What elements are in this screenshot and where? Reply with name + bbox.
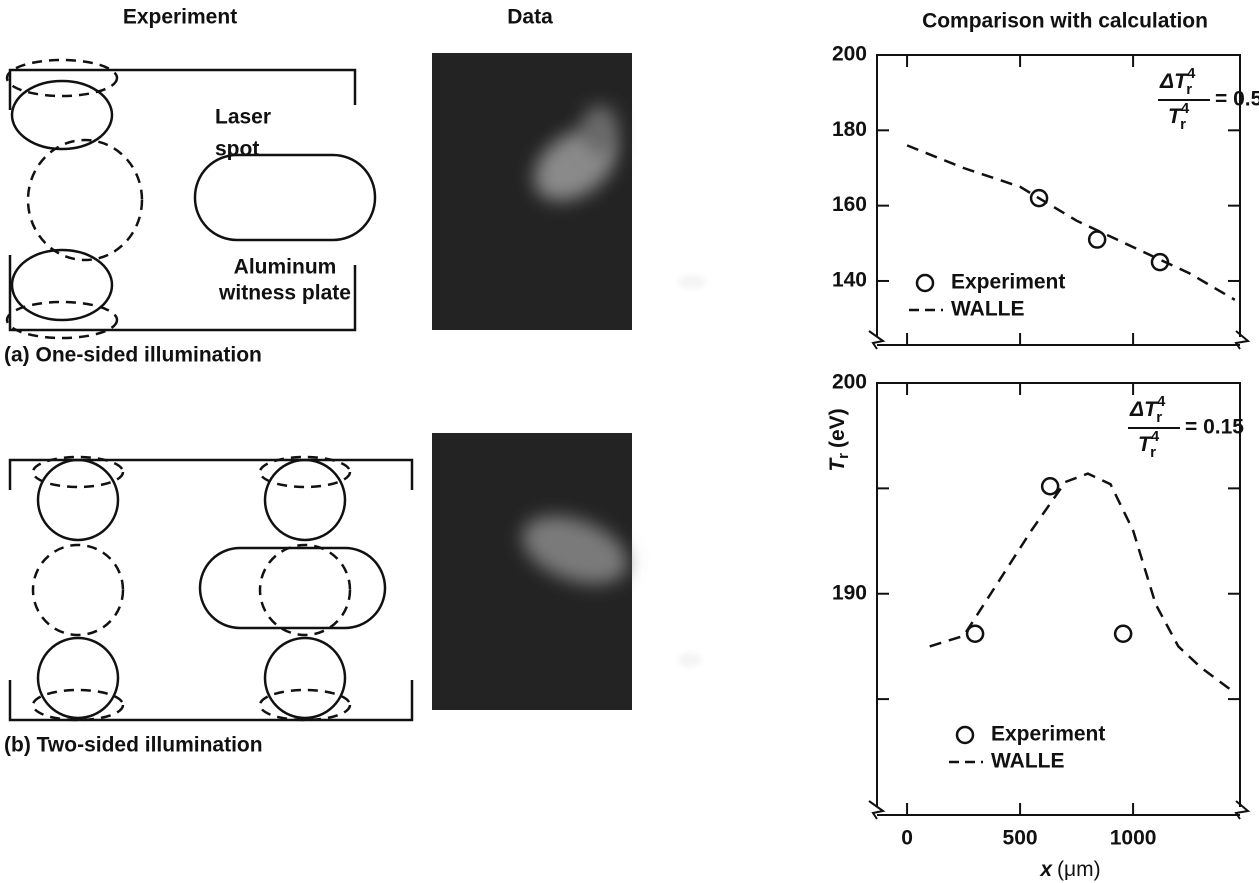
experiment-point [1029, 188, 1049, 208]
annotation-part: r [1180, 116, 1186, 133]
axis-label-part: r [835, 453, 852, 459]
annotation-numerator: ΔT4 r [1129, 393, 1166, 426]
annotation-part: r [1156, 409, 1162, 426]
axis-frame [876, 54, 1241, 337]
axis-break [1234, 330, 1251, 350]
axis-label-part: (μm) [1057, 858, 1101, 881]
axis-break [1234, 800, 1251, 820]
y-tick-label: 140 [832, 269, 867, 292]
walle-curve [906, 144, 1236, 301]
diagram-a [5, 58, 377, 340]
caption: (b) Two-sided illumination [4, 734, 263, 757]
header: Data [507, 6, 553, 29]
axis-label-part: x [1039, 858, 1053, 881]
y-tick-label: 200 [832, 371, 867, 394]
legend-label: Experiment [991, 723, 1105, 746]
annotation-part: ΔT [1159, 70, 1189, 93]
annotation-denominator: T4 r [1138, 428, 1160, 461]
header: Experiment [123, 6, 237, 29]
y-axis-label: Tr (eV) [826, 408, 852, 471]
annotation-value: = 0.15 [1185, 416, 1244, 439]
annotation-part: ΔT [1129, 398, 1159, 421]
experiment-point [1113, 624, 1133, 644]
annotation-part: T [1168, 105, 1183, 128]
annotation-part: 4 [1187, 65, 1196, 82]
legend-label: WALLE [951, 298, 1025, 321]
y-tick-label: 160 [832, 193, 867, 216]
legend-label: Experiment [951, 271, 1065, 294]
legend-label: WALLE [991, 750, 1065, 773]
x-axis-label: x (μm) [1039, 858, 1100, 881]
axis-frame [876, 382, 1241, 807]
laser-label: spot [215, 138, 259, 161]
diagram-b [8, 455, 414, 722]
x-tick-label: 1000 [1110, 827, 1157, 850]
plate-label: Aluminum [234, 256, 337, 279]
y-tick-label: 180 [832, 118, 867, 141]
annotation-part: 4 [1157, 393, 1166, 410]
axis-break [868, 330, 886, 350]
annotation-part: r [1186, 81, 1192, 98]
y-tick-label: 190 [832, 581, 867, 604]
data-image [432, 433, 702, 710]
header: Comparison with calculation [922, 10, 1208, 33]
experiment-point [1040, 477, 1060, 496]
y-tick-label: 200 [832, 43, 867, 66]
annotation-part: r [1150, 444, 1156, 461]
caption: (a) One-sided illumination [4, 344, 262, 367]
plate-label: witness plate [218, 282, 351, 305]
laser-label: Laser [215, 106, 271, 129]
experiment-point [965, 624, 985, 644]
annotation-part: 4 [1181, 100, 1190, 117]
annotation-part: T [1138, 433, 1153, 456]
annotation-numerator: ΔT4 r [1159, 65, 1196, 98]
annotation-part: 4 [1151, 428, 1160, 445]
legend-marker [955, 725, 975, 745]
legend-marker [915, 273, 935, 293]
axis-label-part: T [826, 457, 849, 472]
x-tick-label: 0 [901, 827, 913, 850]
experiment-point [1087, 230, 1107, 249]
annotation-value: = 0.5 [1215, 88, 1259, 111]
walle-curve [929, 472, 1236, 694]
axis-break [868, 800, 886, 820]
data-image [432, 53, 706, 330]
x-tick-label: 500 [1003, 827, 1038, 850]
axis-label-part: (eV) [826, 408, 849, 448]
annotation-denominator: T4 r [1168, 100, 1190, 133]
